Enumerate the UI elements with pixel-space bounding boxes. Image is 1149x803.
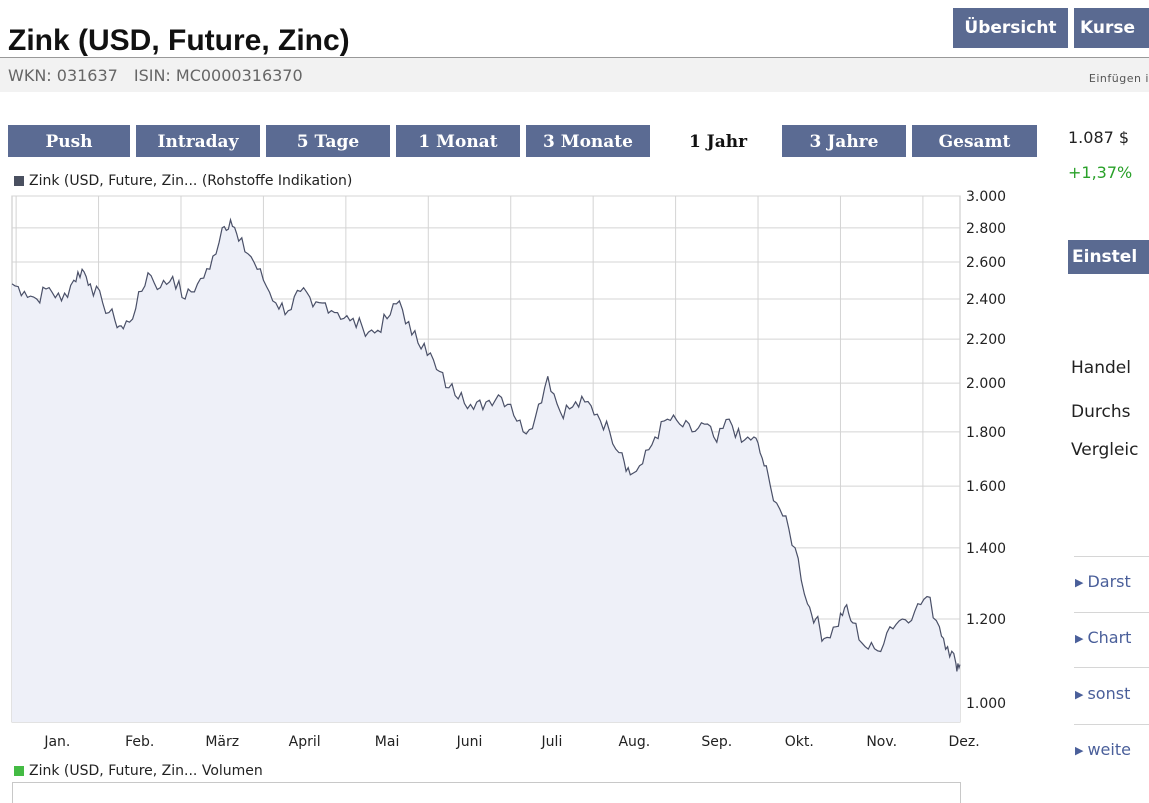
volume-chart (12, 782, 961, 803)
settings-label-trading: Handel (1071, 358, 1131, 378)
sidebar-divider (1074, 556, 1149, 557)
nav-tab-prices[interactable]: Kurse (1074, 8, 1149, 48)
x-tick-label: Feb. (125, 734, 154, 750)
y-tick-label: 2.400 (966, 292, 1006, 308)
price-legend: Zink (USD, Future, Zin... (Rohstoffe Ind… (14, 173, 352, 189)
y-tick-label: 3.000 (966, 189, 1006, 205)
series-area (12, 219, 960, 722)
x-tick-label: Okt. (785, 734, 814, 750)
wkn-label: WKN: 031637 (8, 66, 118, 85)
tab-intraday[interactable]: Intraday (136, 125, 260, 157)
link-other[interactable]: ▶ sonst (1075, 684, 1149, 703)
x-tick-label: Sep. (701, 734, 732, 750)
identifier-bar (0, 58, 1149, 92)
tab-5-tage[interactable]: 5 Tage (266, 125, 390, 157)
timeframe-tabs: Push Intraday 5 Tage 1 Monat 3 Monate 1 … (8, 125, 1037, 157)
page-title: Zink (USD, Future, Zinc) (8, 24, 350, 57)
settings-header: Einstel (1068, 240, 1149, 274)
tab-push[interactable]: Push (8, 125, 130, 157)
triangle-right-icon: ▶ (1075, 632, 1084, 645)
y-tick-label: 2.600 (966, 255, 1006, 271)
current-price: 1.087 $ (1068, 128, 1130, 147)
link-more[interactable]: ▶ weite (1075, 740, 1149, 759)
y-tick-label: 2.800 (966, 221, 1006, 237)
tab-3-jahre[interactable]: 3 Jahre (782, 125, 906, 157)
price-legend-swatch (14, 176, 24, 186)
sidebar-divider (1074, 612, 1149, 613)
tab-1-monat[interactable]: 1 Monat (396, 125, 520, 157)
tab-3-monate[interactable]: 3 Monate (526, 125, 650, 157)
tab-1-jahr[interactable]: 1 Jahr (656, 125, 780, 157)
sidebar-divider (1074, 667, 1149, 668)
volume-legend-label: Zink (USD, Future, Zin... Volumen (29, 763, 263, 779)
settings-label-compare: Vergleic (1071, 440, 1139, 460)
y-tick-label: 1.200 (966, 612, 1006, 628)
triangle-right-icon: ▶ (1075, 688, 1084, 701)
volume-legend-swatch (14, 766, 24, 776)
price-change: +1,37% (1068, 163, 1133, 182)
tab-gesamt[interactable]: Gesamt (912, 125, 1037, 157)
x-tick-label: Aug. (618, 734, 650, 750)
y-tick-label: 1.400 (966, 541, 1006, 557)
price-chart: 1.000 1.200 1.400 1.600 1.800 2.000 2.200 2.400… (11, 189, 1006, 750)
price-legend-label: Zink (USD, Future, Zin... (Rohstoffe Ind… (29, 173, 353, 189)
y-tick-label: 1.800 (966, 425, 1006, 441)
x-tick-label: Dez. (949, 734, 980, 750)
security-identifiers: WKN: 031637 ISIN: MC0000316370 (8, 66, 303, 85)
x-tick-label: April (289, 734, 321, 750)
settings-label-average: Durchs (1071, 402, 1131, 422)
insert-link[interactable]: Einfügen i (1088, 72, 1149, 85)
link-display-label: Darst (1087, 572, 1131, 591)
y-tick-label: 2.200 (966, 332, 1006, 348)
x-tick-label: Jan. (43, 734, 70, 750)
link-more-label: weite (1087, 740, 1131, 759)
nav-tab-overview[interactable]: Übersicht (953, 8, 1068, 48)
x-tick-label: März (205, 734, 239, 750)
title-divider (0, 57, 1149, 58)
link-chart-label: Chart (1087, 628, 1132, 647)
triangle-right-icon: ▶ (1075, 744, 1084, 757)
y-tick-label: 2.000 (966, 376, 1006, 392)
sidebar-divider (1074, 724, 1149, 725)
x-tick-label: Nov. (866, 734, 897, 750)
x-tick-label: Mai (375, 734, 400, 750)
y-tick-label: 1.600 (966, 479, 1006, 495)
series-line (11, 217, 961, 672)
link-chart[interactable]: ▶ Chart (1075, 628, 1149, 647)
triangle-right-icon: ▶ (1075, 576, 1084, 589)
volume-legend: Zink (USD, Future, Zin... Volumen (14, 763, 263, 779)
y-tick-label: 1.000 (966, 696, 1006, 712)
x-tick-label: Juni (456, 734, 483, 750)
x-tick-label: Juli (541, 734, 563, 750)
link-display[interactable]: ▶ Darst (1075, 572, 1149, 591)
link-other-label: sonst (1087, 684, 1131, 703)
isin-label: ISIN: MC0000316370 (133, 66, 303, 85)
